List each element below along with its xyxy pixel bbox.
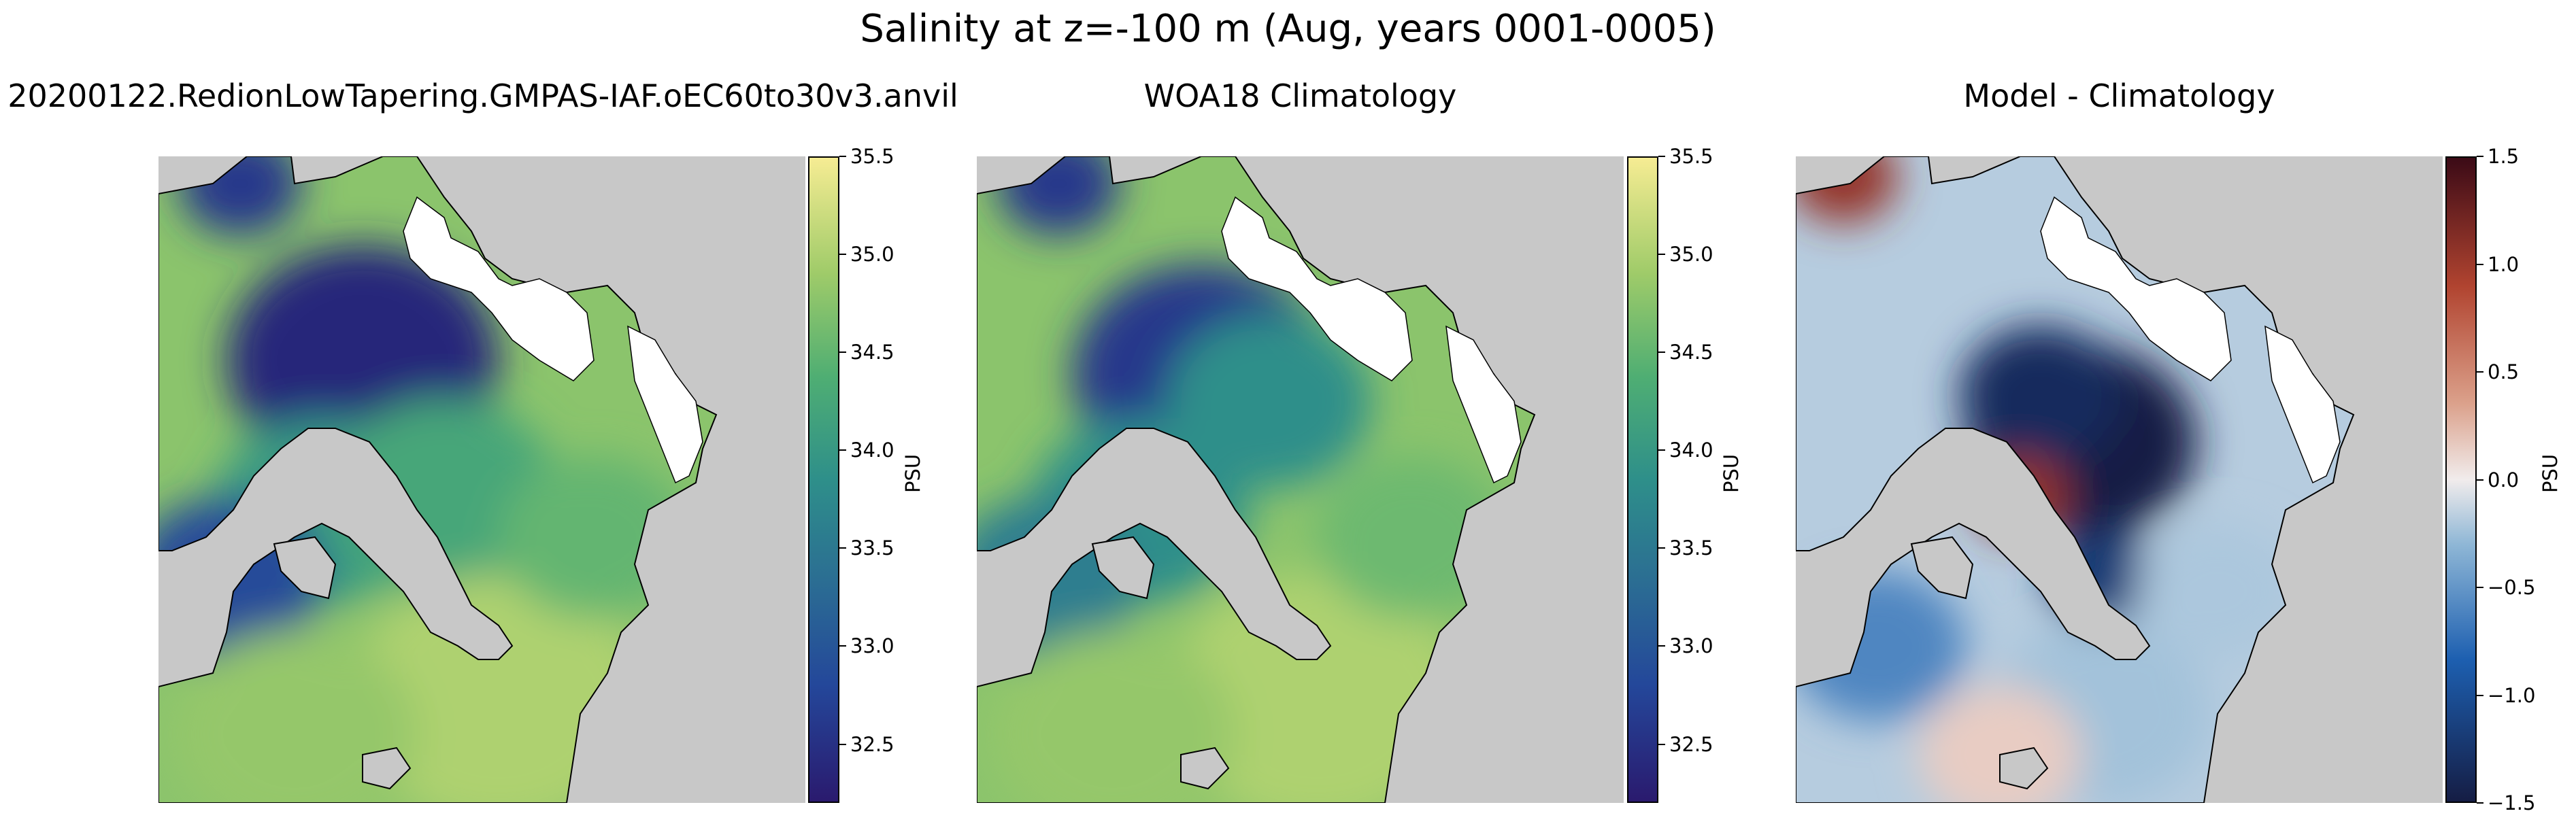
colorbar-2-tick-label: 33.5 (1669, 536, 1713, 560)
coastline (977, 156, 1536, 803)
colorbar-3-tick-label: 1.0 (2488, 252, 2520, 276)
colorbar-3-tickmark (2477, 371, 2483, 373)
colorbar-3-tickmark (2477, 802, 2483, 804)
field-blob (990, 630, 1235, 803)
field-blob (1167, 314, 1371, 488)
map-canvas (158, 156, 718, 803)
colorbar-3-label: PSU (2539, 453, 2562, 493)
colorbar-2-tick-label: 33.0 (1669, 634, 1713, 658)
colorbar-3-tick-label: −0.5 (2488, 576, 2536, 599)
colorbar-1-tick-label: 33.5 (850, 536, 894, 560)
island (1091, 536, 1155, 600)
colorbar-1-tick-label: 34.5 (850, 341, 894, 364)
colorbar-1-tickmark (839, 645, 846, 647)
panel-1-title: 20200122.RedionLowTapering.GMPAS-IAF.oEC… (7, 78, 958, 114)
colorbar-3-tick-label: 0.0 (2488, 468, 2520, 492)
masked-region (627, 325, 703, 484)
field-blob (1796, 570, 1966, 721)
masked-region (1221, 196, 1413, 381)
field-blob (172, 630, 417, 803)
colorbar-1-tickmark (839, 743, 846, 745)
colorbar-2-tick-label: 32.5 (1669, 732, 1713, 756)
colorbar-1-tickmark (839, 547, 846, 549)
colorbar-1-tick-label: 32.5 (850, 732, 894, 756)
colorbar-2-tick-label: 34.5 (1669, 341, 1713, 364)
masked-region (2264, 325, 2341, 484)
island (273, 536, 337, 600)
colorbar-3-tickmark (2477, 263, 2483, 265)
colorbar-1-tick-label: 35.0 (850, 243, 894, 267)
colorbar-3-tickmark (2477, 587, 2483, 588)
island (1180, 746, 1230, 790)
field-blob (2136, 522, 2299, 661)
coastline (1796, 156, 2355, 803)
field-blob (635, 156, 716, 223)
panel-2-title: WOA18 Climatology (1143, 78, 1457, 114)
colorbar-1-tick-label: 34.0 (850, 439, 894, 462)
colorbar-3-tick-label: 0.5 (2488, 360, 2520, 383)
colorbar-1-tick-label: 35.5 (850, 145, 894, 168)
field-blob (2333, 156, 2354, 211)
colorbar-2-label: PSU (1720, 453, 1743, 493)
colorbar-2-tickmark (1658, 547, 1665, 549)
map-panel-2 (977, 156, 1624, 803)
colorbar-2-tickmark (1658, 351, 1665, 354)
island (1910, 536, 1974, 600)
figure-title: Salinity at z=-100 m (Aug, years 0001-00… (860, 7, 1716, 51)
colorbar-3-tick-label: −1.5 (2488, 791, 2536, 814)
colorbar-3-tickmark (2477, 694, 2483, 696)
masked-region (403, 196, 595, 381)
colorbar-1-label: PSU (901, 453, 924, 493)
colorbar-1-tickmark (839, 254, 846, 256)
island (1999, 746, 2049, 790)
colorbar-3 (2445, 156, 2477, 803)
colorbar-2-tick-label: 35.5 (1669, 145, 1713, 168)
field-blob (1959, 325, 2122, 464)
colorbar-1-tick-label: 33.0 (850, 634, 894, 658)
masked-region (1445, 325, 1522, 484)
panel-3-title: Model - Climatology (1963, 78, 2275, 114)
colorbar-3-tick-label: −1.0 (2488, 683, 2536, 707)
colorbar-1-tickmark (839, 449, 846, 451)
colorbar-1-tickmark (839, 156, 846, 157)
map-panel-1 (158, 156, 805, 803)
colorbar-2-tickmark (1658, 449, 1665, 451)
colorbar-2-tick-label: 35.0 (1669, 243, 1713, 267)
colorbar-2-tick-label: 34.0 (1669, 439, 1713, 462)
map-canvas (1796, 156, 2355, 803)
field-blob (1317, 456, 1507, 618)
map-panel-3 (1796, 156, 2443, 803)
colorbar-2-tickmark (1658, 645, 1665, 647)
coastline (158, 156, 718, 803)
colorbar-1 (808, 156, 839, 803)
island (362, 746, 412, 790)
colorbar-3-tick-label: 1.5 (2488, 145, 2520, 168)
colorbar-3-tickmark (2477, 479, 2483, 481)
colorbar-2-tickmark (1658, 254, 1665, 256)
field-blob (1453, 156, 1535, 223)
colorbar-3-tickmark (2477, 156, 2483, 157)
colorbar-1-tickmark (839, 351, 846, 354)
colorbar-2-tickmark (1658, 743, 1665, 745)
colorbar-2 (1627, 156, 1658, 803)
field-blob (499, 456, 689, 618)
map-canvas (977, 156, 1536, 803)
field-blob (1973, 456, 2068, 537)
colorbar-2-tickmark (1658, 156, 1665, 157)
masked-region (2040, 196, 2232, 381)
